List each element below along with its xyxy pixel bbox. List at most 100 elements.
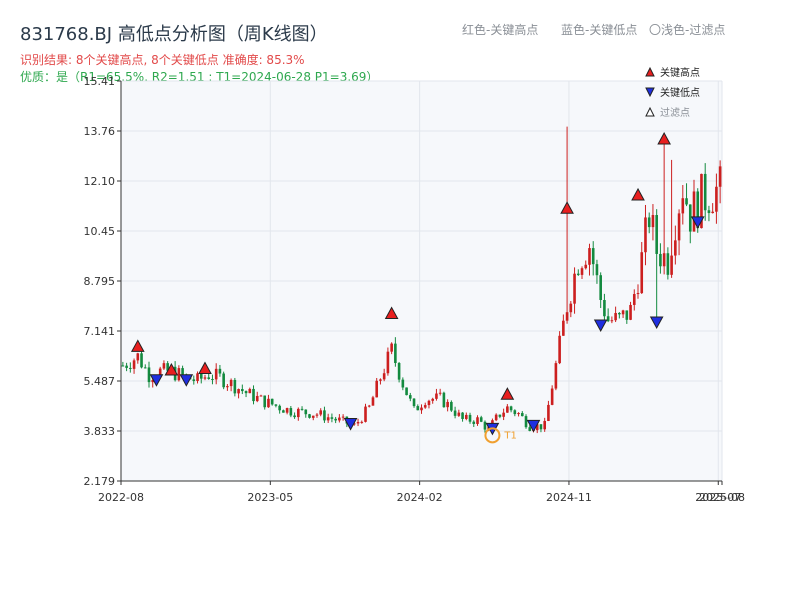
candle-body — [278, 405, 281, 411]
candle-body — [632, 294, 636, 305]
key-high-marker — [384, 306, 399, 319]
key-low-marker — [526, 419, 541, 433]
candle-body — [334, 418, 337, 421]
legend-filtered-icon — [645, 106, 655, 117]
y-tick-label: 10.45 — [84, 225, 116, 238]
candle-body — [688, 204, 692, 232]
candle-body — [282, 410, 285, 413]
candle-body — [640, 252, 644, 294]
candle-body — [565, 312, 569, 321]
candle-body — [405, 387, 408, 396]
candle-body — [233, 379, 237, 394]
chart-title: 831768.BJ 高低点分析图（周K线图） — [20, 24, 328, 45]
candle-body — [255, 395, 259, 402]
candle-body — [625, 310, 629, 320]
key-low-marker — [179, 374, 194, 387]
y-tick-label: 13.76 — [84, 125, 116, 138]
legend-light-text: 〇浅色-过滤点 — [649, 23, 726, 37]
candle-body — [520, 413, 524, 417]
candle-body — [416, 406, 420, 411]
candle-body — [472, 421, 476, 424]
candle-body — [662, 253, 666, 267]
key-low-marker — [690, 216, 705, 229]
candle-body — [140, 353, 143, 368]
candle-body — [595, 264, 599, 276]
candle-body — [263, 395, 267, 408]
candle-body — [610, 320, 614, 322]
candle-body — [461, 412, 464, 419]
candle-body — [367, 405, 371, 407]
candle-body — [483, 421, 487, 430]
candle-body — [528, 427, 532, 431]
candle-body — [297, 408, 300, 418]
candles — [121, 126, 722, 434]
key-high-marker — [198, 361, 212, 375]
candle-body — [573, 273, 576, 304]
key-high-marker — [560, 201, 574, 214]
candle-body — [158, 368, 162, 378]
candle-body — [420, 407, 423, 411]
candle-body — [450, 401, 453, 411]
key-low-marker — [149, 374, 164, 387]
key-high-marker — [500, 387, 515, 400]
candle-body — [241, 389, 244, 392]
candle-body — [494, 414, 498, 421]
candle-body — [371, 397, 375, 406]
candle-body — [196, 373, 199, 382]
y-tick-label: 8.795 — [84, 275, 116, 288]
candle-body — [304, 409, 308, 415]
candle-body — [319, 410, 323, 415]
candle-body — [603, 300, 606, 317]
key-high-marker — [130, 339, 145, 352]
candle-body — [259, 395, 263, 397]
candle-body — [700, 173, 703, 229]
candle-body — [147, 367, 151, 383]
y-tick-label: 15.41 — [84, 75, 116, 88]
candle-body — [576, 273, 580, 275]
legend-filtered-label: 过滤点 — [660, 106, 690, 119]
candle-body — [427, 400, 431, 406]
candle-body — [199, 373, 203, 379]
x-tick-label: 2024-02 — [397, 491, 443, 504]
legend-low-label: 关键低点 — [660, 86, 700, 99]
candle-body — [715, 186, 718, 212]
candle-body — [506, 406, 509, 413]
candle-body — [401, 379, 405, 388]
x-ticks: 2022-08 2023-05 2024-02 2024-11 2025-072025-… — [98, 481, 745, 504]
candle-body — [338, 417, 341, 421]
candle-body — [677, 213, 681, 241]
candle-body — [423, 405, 427, 408]
candle-body — [177, 368, 181, 381]
candle-body — [614, 312, 617, 321]
y-tick-label: 5.487 — [84, 375, 116, 388]
key-high-marker — [657, 132, 671, 145]
candle-body — [457, 412, 461, 416]
key-high-marker — [631, 187, 645, 201]
x-tick-label: 2025-07 — [695, 491, 741, 504]
candle-body — [580, 268, 584, 275]
candle-body — [408, 395, 412, 399]
candle-body — [285, 408, 289, 413]
candle-body — [132, 360, 136, 369]
candle-body — [543, 420, 546, 430]
candle-body — [666, 253, 670, 275]
candle-body — [681, 198, 685, 214]
candle-body — [267, 398, 270, 408]
candle-body — [192, 379, 196, 382]
candle-body — [674, 240, 677, 256]
candle-body — [584, 264, 588, 269]
candle-body — [386, 351, 390, 374]
candle-body — [166, 363, 169, 371]
key-low-marker — [593, 319, 608, 333]
candle-body — [550, 388, 554, 405]
candle-body — [218, 368, 222, 374]
candle-body — [315, 414, 319, 416]
candle-body — [513, 410, 517, 415]
candle-body — [438, 392, 442, 394]
candle-body — [435, 393, 438, 399]
candle-body — [468, 414, 472, 422]
candle-body — [431, 398, 435, 401]
candle-body — [647, 217, 651, 228]
candle-body — [379, 379, 382, 381]
candle-body — [356, 422, 360, 424]
